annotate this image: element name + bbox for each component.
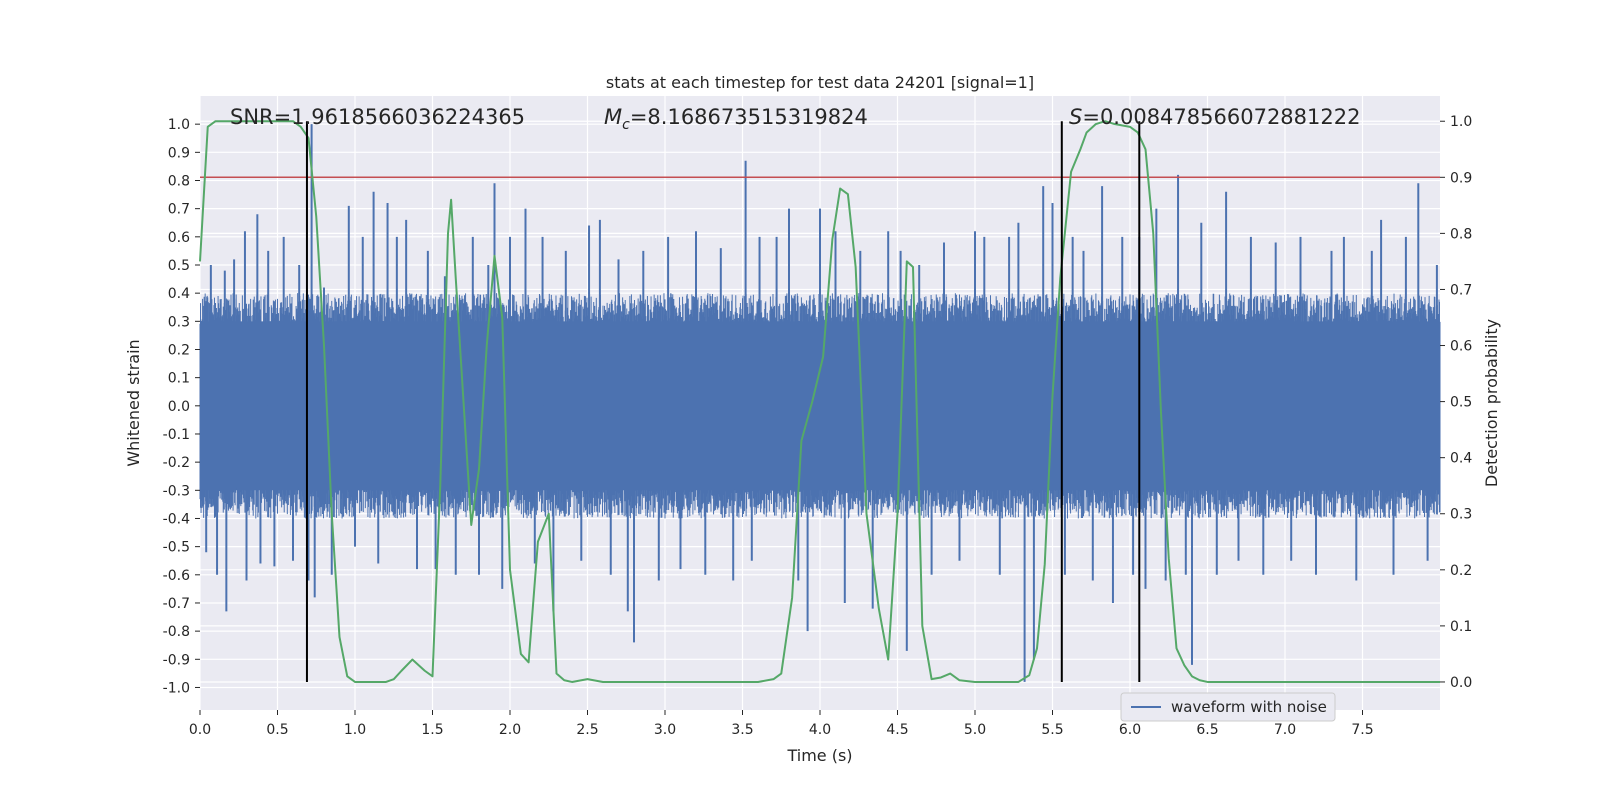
legend: waveform with noise <box>1120 692 1336 722</box>
y-tick-label: -0.2 <box>163 455 190 471</box>
x-tick-label: 6.0 <box>1119 722 1141 738</box>
y-tick-label: 0.0 <box>168 399 190 415</box>
detection-probability-line <box>199 120 1440 683</box>
y-tick-label: 0.9 <box>168 145 190 161</box>
y-tick-label: 0.3 <box>168 314 190 330</box>
y2-axis-title: Detection probability <box>1482 319 1501 487</box>
legend-box <box>1120 692 1336 722</box>
chirp-mass-annotation: Mc=8.168673515319824 <box>604 105 868 133</box>
y-tick-label: 0.8 <box>168 173 190 189</box>
y-tick-label: -0.5 <box>163 540 190 556</box>
x-tick-label: 2.0 <box>499 722 521 738</box>
s-statistic-symbol: S <box>1069 105 1082 129</box>
y-tick-label: -0.8 <box>163 624 190 640</box>
s-statistic-annotation: S=0.008478566072881222 <box>1069 105 1360 129</box>
y2-tick-label: 1.0 <box>1450 114 1472 130</box>
y2-tick-label: 0.6 <box>1450 339 1472 355</box>
y-tick-label: -0.6 <box>163 568 190 584</box>
x-tick-label: 0.5 <box>266 722 288 738</box>
y-tick-label: 0.2 <box>168 342 190 358</box>
y2-tick-label: 0.3 <box>1450 507 1472 523</box>
y2-tick-label: 0.2 <box>1450 563 1472 579</box>
y-axis-ticks: 1.0 0.9 0.8 0.7 0.6 0.5 0.4 0.3 0.2 0.1 0.0 -0.1 -0.… <box>163 117 200 696</box>
x-tick-label: 5.0 <box>964 722 986 738</box>
y-tick-label: -0.7 <box>163 596 190 612</box>
chirp-mass-subscript: c <box>622 117 630 133</box>
x-tick-label: 1.0 <box>344 722 366 738</box>
y2-tick-label: 0.5 <box>1450 395 1472 411</box>
y2-tick-label: 0.1 <box>1450 619 1472 635</box>
y-axis-title: Whitened strain <box>124 339 143 466</box>
y-tick-label: 0.7 <box>168 202 190 218</box>
x-tick-label: 7.5 <box>1351 722 1373 738</box>
chirp-mass-value: =8.168673515319824 <box>630 105 868 129</box>
y-tick-label: -0.9 <box>163 652 190 668</box>
y-tick-label: 0.5 <box>168 258 190 274</box>
y2-tick-label: 0.8 <box>1450 226 1472 242</box>
x-axis-title: Time (s) <box>786 746 852 765</box>
y-tick-label: 0.1 <box>168 371 190 387</box>
y2-tick-label: 0.7 <box>1450 282 1472 298</box>
y-tick-label: -1.0 <box>163 680 190 696</box>
y2-tick-label: 0.4 <box>1450 451 1472 467</box>
y2-axis-ticks: 1.0 0.9 0.8 0.7 0.6 0.5 0.4 0.3 0.2 0.1 0.0 <box>1440 114 1472 691</box>
y-tick-label: -0.4 <box>163 511 190 527</box>
chart-title: stats at each timestep for test data 242… <box>606 73 1034 92</box>
x-tick-label: 2.5 <box>576 722 598 738</box>
x-tick-label: 3.0 <box>654 722 676 738</box>
snr-annotation: SNR=1.9618566036224365 <box>230 105 525 129</box>
y-tick-label: 0.6 <box>168 230 190 246</box>
x-tick-label: 3.5 <box>731 722 753 738</box>
waveform-series <box>199 124 1441 682</box>
legend-label: waveform with noise <box>1171 698 1327 716</box>
x-tick-label: 0.0 <box>189 722 211 738</box>
y2-tick-label: 0.9 <box>1450 170 1472 186</box>
x-tick-label: 1.5 <box>421 722 443 738</box>
x-tick-label: 5.5 <box>1041 722 1063 738</box>
x-tick-label: 7.0 <box>1274 722 1296 738</box>
s-statistic-value: =0.008478566072881222 <box>1082 105 1360 129</box>
x-tick-label: 6.5 <box>1196 722 1218 738</box>
chirp-mass-symbol: M <box>604 105 622 129</box>
y2-tick-label: 0.0 <box>1450 675 1472 691</box>
x-tick-label: 4.5 <box>886 722 908 738</box>
detection-probability-series <box>199 120 1440 683</box>
x-tick-label: 4.0 <box>809 722 831 738</box>
y-tick-label: 1.0 <box>168 117 190 133</box>
vertical-markers <box>305 121 1141 682</box>
y-tick-label: -0.1 <box>163 427 190 443</box>
y-tick-label: 0.4 <box>168 286 190 302</box>
x-axis-ticks: 0.0 0.5 1.0 1.5 2.0 2.5 3.0 3.5 4.0 4.5 5.0 5.5 6.0 6… <box>189 710 1374 738</box>
y-tick-label: -0.3 <box>163 483 190 499</box>
